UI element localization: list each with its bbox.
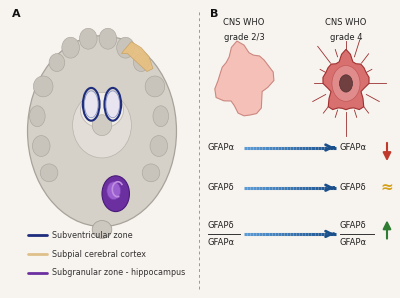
Text: GFAPδ: GFAPδ: [340, 221, 367, 230]
Text: Subventricular zone: Subventricular zone: [52, 231, 133, 240]
Ellipse shape: [99, 28, 117, 49]
Text: GFAPα: GFAPα: [340, 238, 367, 247]
Ellipse shape: [133, 54, 149, 72]
Text: GFAPδ: GFAPδ: [208, 221, 235, 230]
Ellipse shape: [107, 182, 121, 200]
Text: A: A: [12, 9, 20, 19]
Text: grade 2/3: grade 2/3: [224, 33, 264, 42]
Ellipse shape: [145, 76, 165, 97]
Ellipse shape: [84, 91, 98, 118]
Ellipse shape: [80, 28, 97, 49]
Text: Subpial cerebral cortex: Subpial cerebral cortex: [52, 250, 146, 259]
Ellipse shape: [34, 76, 53, 97]
Ellipse shape: [153, 106, 169, 127]
Ellipse shape: [80, 92, 124, 128]
Ellipse shape: [62, 37, 80, 58]
Text: GFAPα: GFAPα: [340, 143, 367, 152]
Ellipse shape: [332, 66, 360, 101]
Text: GFAPα: GFAPα: [208, 238, 235, 247]
Text: GFAPδ: GFAPδ: [208, 183, 235, 192]
Ellipse shape: [340, 75, 352, 92]
Ellipse shape: [92, 221, 112, 238]
Polygon shape: [323, 49, 369, 110]
Text: ≈: ≈: [381, 180, 393, 195]
Ellipse shape: [40, 164, 58, 182]
Ellipse shape: [49, 54, 65, 72]
Polygon shape: [122, 42, 153, 72]
Text: CNS WHO: CNS WHO: [223, 18, 265, 27]
Ellipse shape: [102, 176, 130, 212]
Ellipse shape: [28, 36, 176, 226]
Ellipse shape: [117, 37, 134, 58]
Polygon shape: [215, 41, 274, 116]
Text: grade 4: grade 4: [330, 33, 362, 42]
Text: Subgranular zone - hippocampus: Subgranular zone - hippocampus: [52, 268, 185, 277]
Text: B: B: [210, 9, 218, 19]
Ellipse shape: [73, 92, 131, 158]
Text: GFAPα: GFAPα: [208, 143, 235, 152]
Ellipse shape: [142, 164, 160, 182]
Ellipse shape: [30, 106, 45, 127]
Ellipse shape: [32, 136, 50, 156]
Ellipse shape: [150, 136, 168, 156]
Ellipse shape: [106, 91, 120, 118]
Text: GFAPδ: GFAPδ: [340, 183, 367, 192]
Ellipse shape: [92, 115, 112, 136]
Text: CNS WHO: CNS WHO: [325, 18, 367, 27]
